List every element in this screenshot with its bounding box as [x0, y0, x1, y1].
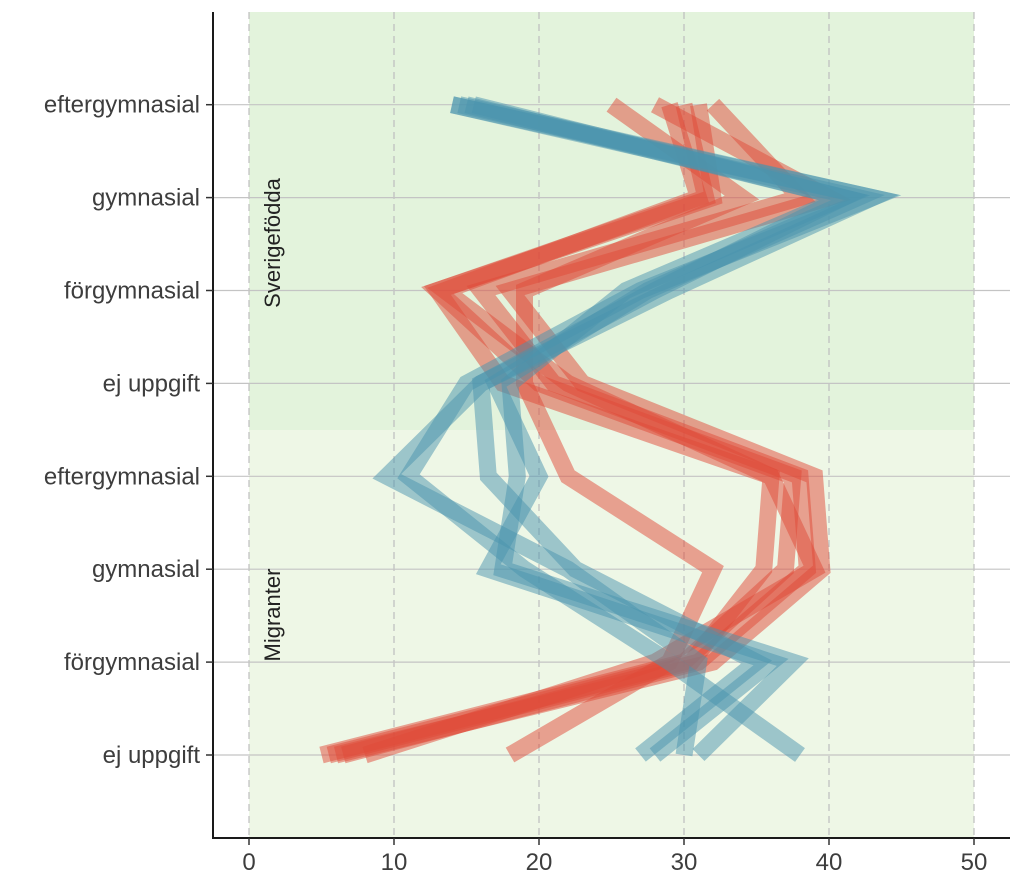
- y-axis-ticks: ej uppgift förgymnasial gymnasial eftergymn…: [44, 92, 213, 769]
- panel-label-sverigefodda: Sverigefödda: [260, 177, 285, 307]
- y-tick-label: ej uppgift: [103, 370, 201, 397]
- axes: [212, 12, 1010, 839]
- x-axis-ticks: 0 10 20 30 40 50: [242, 838, 987, 876]
- y-tick-label: eftergymnasial: [44, 92, 200, 119]
- y-tick-label: förgymnasial: [64, 278, 200, 305]
- y-tick-label: ej uppgift: [103, 742, 201, 769]
- panel-labels: Migranter Sverigefödda: [260, 177, 285, 661]
- y-tick-label: förgymnasial: [64, 649, 200, 676]
- series-line-blue-11: [450, 96, 885, 762]
- y-tick-label: eftergymnasial: [44, 463, 200, 490]
- panel-label-migranter: Migranter: [260, 569, 285, 662]
- series-lines: [319, 96, 902, 764]
- x-tick-label: 20: [526, 849, 553, 876]
- horizontal-gridlines: [213, 104, 1010, 756]
- x-tick-label: 10: [381, 849, 408, 876]
- x-tick-label: 30: [671, 849, 698, 876]
- x-tick-label: 50: [961, 849, 988, 876]
- x-tick-label: 40: [816, 849, 843, 876]
- y-tick-label: gymnasial: [92, 556, 200, 583]
- x-tick-label: 0: [242, 849, 255, 876]
- y-tick-label: gymnasial: [92, 185, 200, 212]
